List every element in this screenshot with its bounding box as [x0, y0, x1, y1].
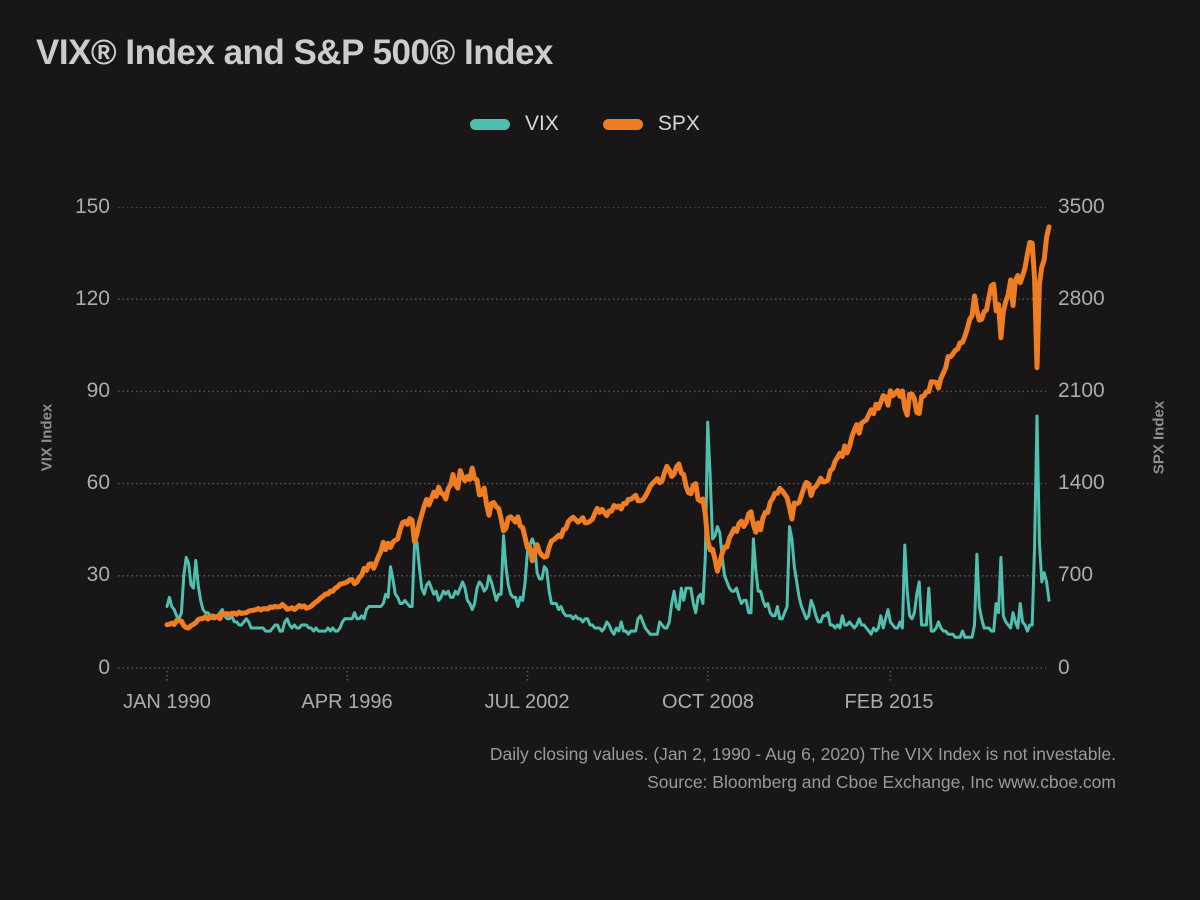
left-axis-tick-150: 150	[74, 195, 110, 218]
footnote: Daily closing values. (Jan 2, 1990 - Aug…	[490, 740, 1116, 796]
x-axis-tick-oct-2008: OCT 2008	[662, 691, 754, 713]
legend-item-vix: VIX	[470, 112, 559, 136]
vix-series-line	[165, 414, 1051, 639]
legend-item-spx: SPX	[602, 112, 700, 136]
right-axis-tick-3500: 3500	[1058, 195, 1105, 218]
left-axis-tick-60: 60	[86, 471, 110, 494]
right-axis-title: SPX Index	[1150, 400, 1168, 475]
left-axis-tick-120: 120	[74, 287, 110, 310]
legend-label-vix: VIX	[525, 112, 559, 135]
right-axis-tick-1400: 1400	[1058, 471, 1105, 494]
left-axis-title: VIX Index	[38, 403, 56, 472]
chart-legend: VIX SPX	[0, 112, 1200, 136]
spx-series-line	[164, 224, 1052, 631]
legend-label-spx: SPX	[657, 112, 700, 135]
spx-line-swatch-icon	[602, 118, 643, 130]
right-axis-tick-700: 700	[1058, 563, 1094, 586]
plot-area	[118, 207, 1052, 683]
x-axis-tick-jul-2002: JUL 2002	[484, 691, 570, 713]
vix-line-swatch-icon	[470, 118, 511, 130]
page-title: VIX® Index and S&P 500® Index	[36, 33, 553, 72]
right-axis-tick-0: 0	[1058, 656, 1070, 679]
left-axis-tick-30: 30	[86, 563, 110, 586]
right-axis-tick-2800: 2800	[1058, 287, 1105, 310]
x-axis-tick-apr-1996: APR 1996	[301, 691, 393, 713]
left-axis-tick-0: 0	[98, 656, 110, 679]
footnote-line-1: Daily closing values. (Jan 2, 1990 - Aug…	[489, 744, 1116, 764]
footnote-line-2: Source: Bloomberg and Cboe Exchange, Inc…	[647, 772, 1116, 792]
left-axis-tick-90: 90	[86, 379, 110, 402]
right-axis-tick-2100: 2100	[1058, 379, 1105, 402]
x-axis-tick-jan-1990: JAN 1990	[123, 691, 211, 713]
x-axis-tick-feb-2015: FEB 2015	[844, 691, 934, 713]
